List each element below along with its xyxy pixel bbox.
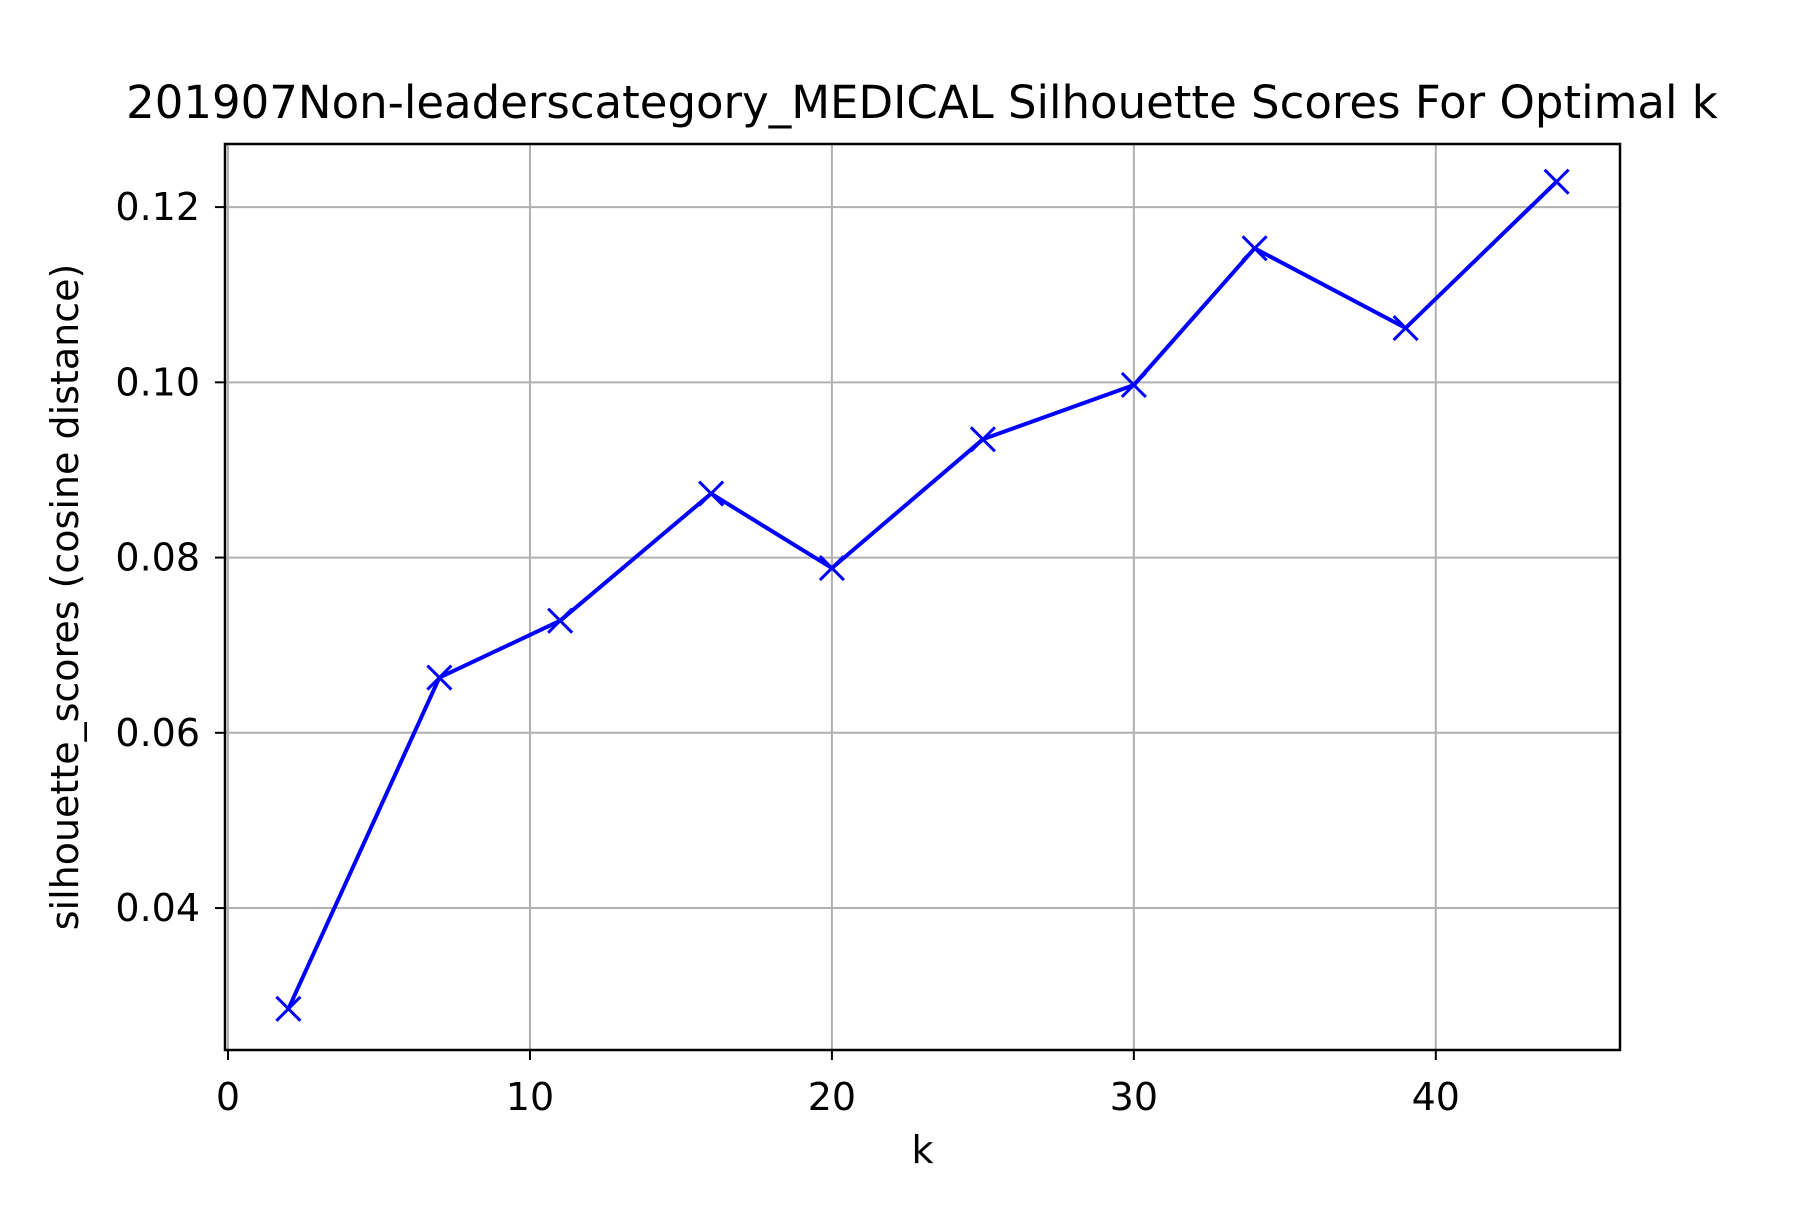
- marker-stroke: [275, 995, 302, 1022]
- series-layer: [275, 168, 1570, 1022]
- marker-stroke: [426, 664, 453, 691]
- data-point-marker: [969, 426, 996, 453]
- data-point-marker: [698, 480, 725, 507]
- y-tick-label: 0.10: [115, 360, 200, 404]
- marker-stroke: [1120, 371, 1147, 399]
- marker-stroke: [818, 555, 845, 582]
- data-point-marker: [547, 607, 574, 634]
- x-tick-label: 10: [506, 1075, 554, 1119]
- data-point-marker: [1392, 314, 1419, 342]
- series-line: [286, 180, 1558, 1010]
- marker-stroke: [547, 607, 574, 634]
- marker-stroke: [969, 426, 996, 453]
- marker-stroke: [1241, 235, 1268, 262]
- grid-lines: [225, 144, 1620, 1050]
- axis-ticks: 0 10 20 30 40 0.04 0.06 0.08 0.10 0.12: [115, 185, 1460, 1119]
- x-tick-label: 20: [808, 1075, 856, 1119]
- y-axis-label: silhouette_scores (cosine distance): [43, 264, 87, 931]
- marker-stroke: [1543, 168, 1570, 195]
- y-tick-label: 0.12: [115, 185, 200, 229]
- x-axis-label: k: [911, 1128, 933, 1172]
- x-tick-label: 40: [1412, 1075, 1460, 1119]
- x-tick-label: 30: [1110, 1075, 1158, 1119]
- y-tick-label: 0.04: [115, 886, 200, 930]
- data-point-marker: [1120, 371, 1147, 399]
- data-point-marker: [275, 995, 302, 1022]
- marker-stroke: [1392, 314, 1419, 342]
- y-tick-label: 0.06: [115, 711, 200, 755]
- data-point-marker: [1241, 235, 1268, 262]
- axes-frame: [223, 142, 1622, 1052]
- data-point-marker: [426, 664, 453, 691]
- data-point-marker: [818, 555, 845, 582]
- marker-stroke: [698, 480, 725, 507]
- chart-title: 201907Non-leaderscategory_MEDICAL Silhou…: [126, 76, 1718, 129]
- y-tick-label: 0.08: [115, 536, 200, 580]
- x-tick-label: 0: [216, 1075, 240, 1119]
- data-point-marker: [1543, 168, 1570, 195]
